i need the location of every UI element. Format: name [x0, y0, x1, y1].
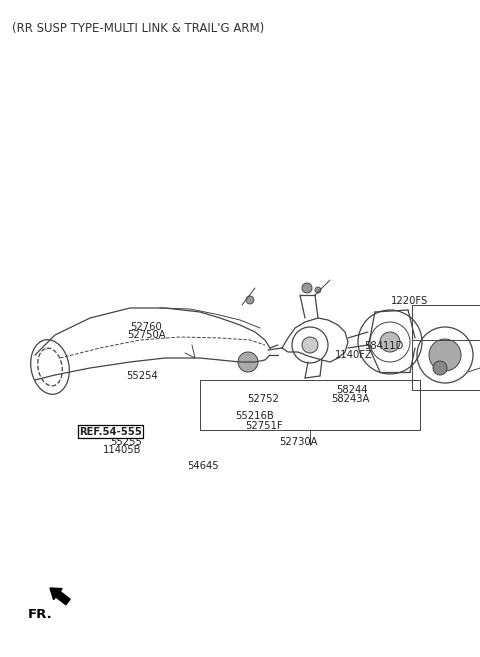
Text: 52730A: 52730A	[279, 436, 318, 447]
Text: 52750A: 52750A	[127, 330, 166, 340]
Text: 52760: 52760	[131, 321, 162, 332]
Text: 55216B: 55216B	[235, 411, 274, 421]
Text: REF.54-555: REF.54-555	[79, 426, 142, 437]
Circle shape	[238, 352, 258, 372]
Text: 52751F: 52751F	[245, 420, 282, 431]
Text: 58243A: 58243A	[331, 394, 370, 404]
Text: (RR SUSP TYPE-MULTI LINK & TRAIL'G ARM): (RR SUSP TYPE-MULTI LINK & TRAIL'G ARM)	[12, 22, 264, 35]
Text: 1140FZ: 1140FZ	[335, 350, 373, 360]
Circle shape	[380, 332, 400, 352]
Text: 1220FS: 1220FS	[391, 296, 429, 306]
Circle shape	[433, 361, 447, 375]
Circle shape	[302, 337, 318, 353]
Text: FR.: FR.	[28, 608, 53, 622]
Circle shape	[246, 296, 254, 304]
Circle shape	[302, 283, 312, 293]
Text: 58411D: 58411D	[364, 341, 403, 351]
Text: 55254: 55254	[126, 371, 157, 381]
Text: 52752: 52752	[247, 394, 279, 405]
Circle shape	[315, 287, 321, 293]
Text: 58244: 58244	[336, 384, 368, 395]
Text: 55255: 55255	[110, 436, 142, 447]
Circle shape	[429, 339, 461, 371]
Text: 11405B: 11405B	[103, 445, 142, 455]
FancyArrow shape	[50, 588, 70, 604]
Text: 54645: 54645	[187, 461, 219, 472]
